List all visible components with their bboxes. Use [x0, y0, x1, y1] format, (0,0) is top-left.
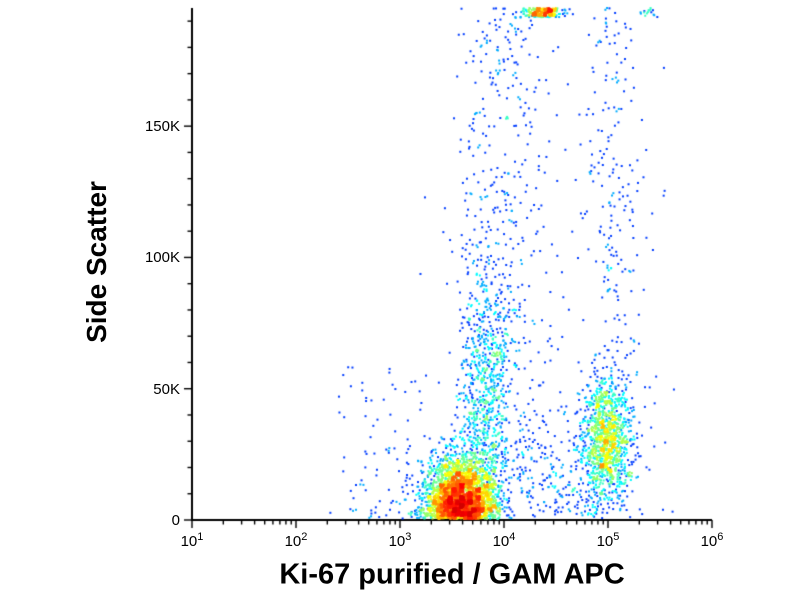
y-tick-label: 50K — [153, 380, 180, 398]
x-axis-title: Ki-67 purified / GAM APC — [279, 558, 625, 591]
x-tick-label: 101 — [180, 531, 204, 550]
y-axis-title: Side Scatter — [81, 181, 112, 343]
y-tick-label: 100K — [144, 249, 180, 267]
x-tick-label: 105 — [596, 531, 620, 550]
x-tick-label: 103 — [388, 531, 412, 550]
y-tick-label: 150K — [144, 118, 180, 136]
x-tick-label: 104 — [492, 531, 516, 550]
x-tick-label: 106 — [700, 531, 724, 550]
x-tick-label: 102 — [284, 531, 308, 550]
y-tick-label: 0 — [171, 512, 180, 529]
